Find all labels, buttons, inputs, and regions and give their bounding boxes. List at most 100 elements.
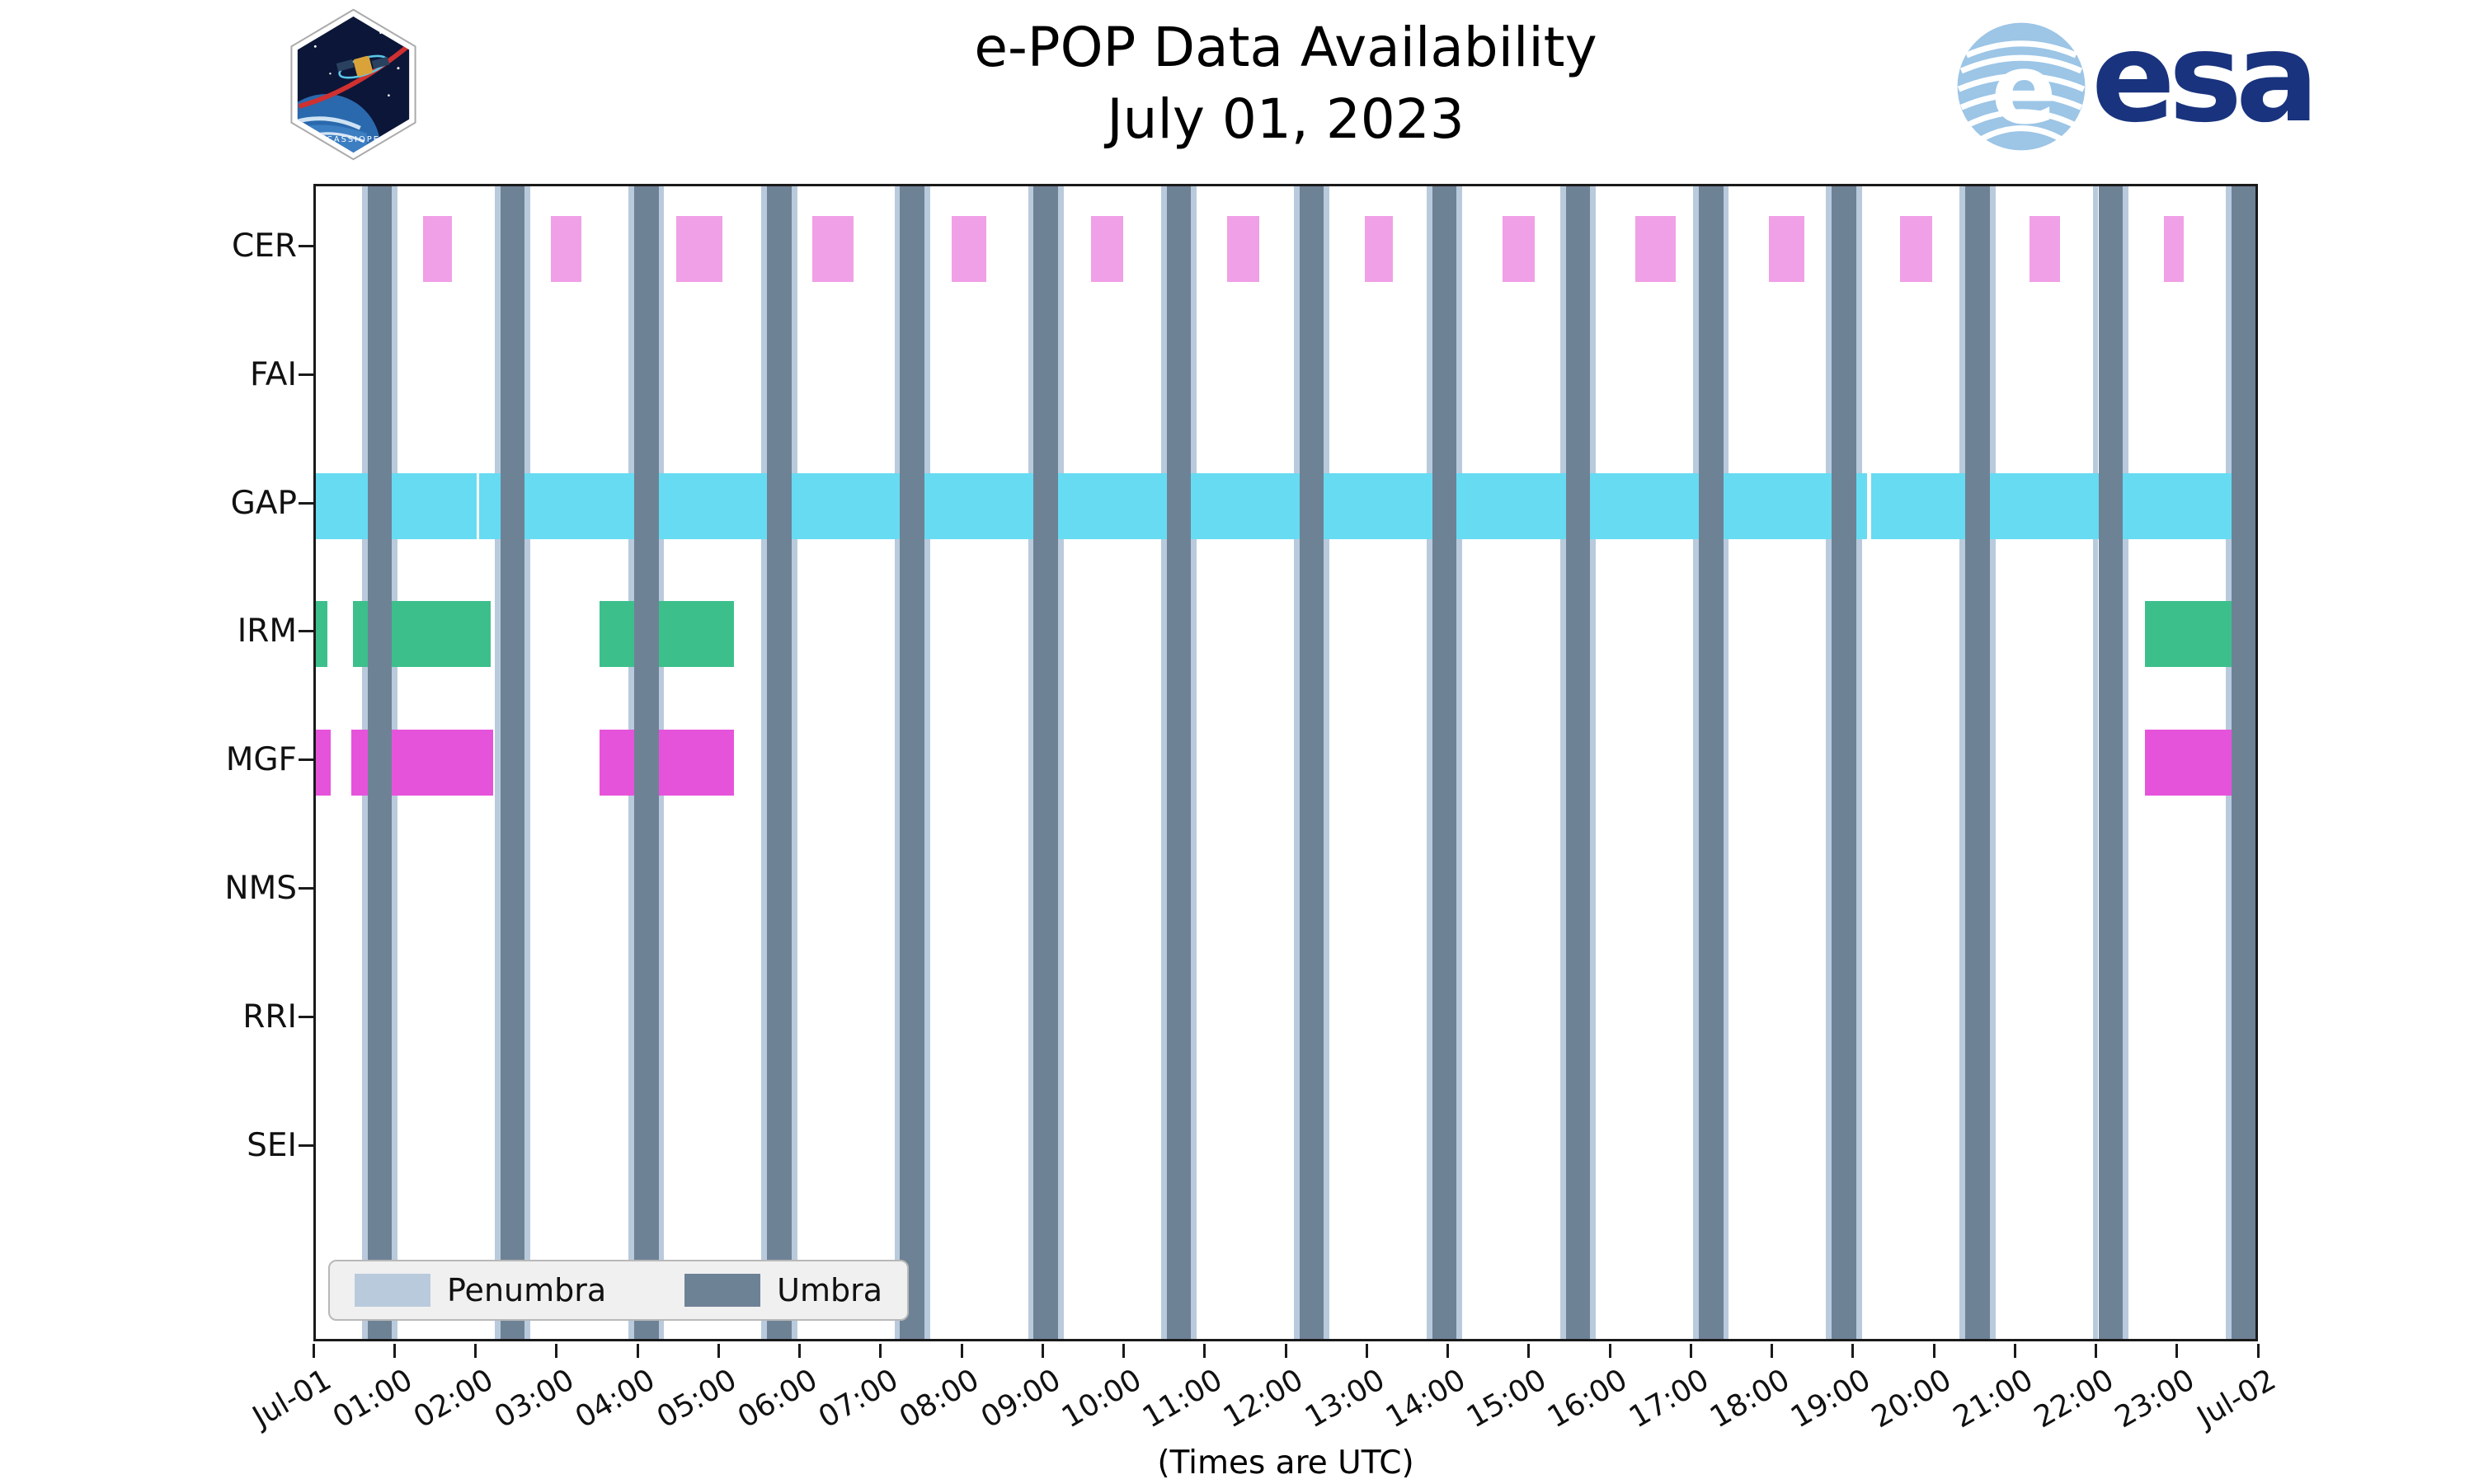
x-axis-tick-label-text: 11:00 xyxy=(1136,1363,1229,1435)
penumbra-span xyxy=(1560,186,1566,1339)
esa-logo: e esa xyxy=(1956,6,2319,152)
data-bar-mgf xyxy=(599,730,734,796)
x-axis-tick-label-text: 15:00 xyxy=(1460,1363,1553,1435)
x-axis-tick xyxy=(2013,1344,2016,1358)
umbra-span xyxy=(1699,186,1724,1339)
x-axis-tick-label-text: 08:00 xyxy=(894,1363,985,1435)
penumbra-span xyxy=(1191,186,1197,1339)
plot-area xyxy=(313,184,2258,1341)
esa-wordmark: esa xyxy=(2091,6,2319,150)
esa-globe-icon: e xyxy=(1957,22,2086,151)
umbra-span xyxy=(1033,186,1058,1339)
x-axis-tick-label-text: 09:00 xyxy=(975,1363,1066,1435)
penumbra-span xyxy=(2122,186,2128,1339)
y-axis-label-sei: SEI xyxy=(247,1126,297,1164)
penumbra-span xyxy=(1590,186,1597,1339)
x-axis-tick xyxy=(312,1344,315,1358)
x-axis-tick xyxy=(1203,1344,1206,1358)
x-axis-tick xyxy=(1932,1344,1935,1358)
legend: Penumbra Umbra xyxy=(328,1260,910,1321)
x-axis-tick xyxy=(1851,1344,1855,1358)
x-axis-tick xyxy=(2256,1344,2260,1358)
penumbra-span xyxy=(924,186,930,1339)
penumbra-span xyxy=(791,186,797,1339)
x-axis-tick-label-text: 14:00 xyxy=(1380,1363,1471,1435)
chart-subtitle: July 01, 2023 xyxy=(1107,87,1465,152)
umbra-span xyxy=(501,186,525,1339)
umbra-span xyxy=(1565,186,1591,1339)
x-axis-tick xyxy=(555,1344,558,1358)
x-axis-tick xyxy=(717,1344,720,1358)
x-axis-tick-label-text: 13:00 xyxy=(1299,1363,1390,1435)
umbra-span xyxy=(1166,186,1192,1339)
x-axis-tick xyxy=(1771,1344,1773,1358)
umbra-span xyxy=(1432,186,1457,1339)
cassiope-mission-patch: CASSIOPE xyxy=(290,8,416,161)
x-axis-tick-label-text: 16:00 xyxy=(1542,1363,1634,1435)
x-axis-tick-label-text: 12:00 xyxy=(1218,1363,1310,1435)
x-axis-tick-label-text: 07:00 xyxy=(812,1363,905,1435)
umbra-span xyxy=(2098,186,2123,1339)
x-axis-tick xyxy=(393,1344,396,1358)
penumbra-span xyxy=(1989,186,1996,1339)
umbra-label: Umbra xyxy=(777,1272,883,1308)
x-axis-tick-label-text: 10:00 xyxy=(1056,1363,1147,1435)
x-axis-tick-label-text: Jul-02 xyxy=(2191,1363,2282,1435)
penumbra-label: Penumbra xyxy=(447,1272,607,1308)
x-axis-tick-label-text: 01:00 xyxy=(327,1363,418,1435)
chart-title: e-POP Data Availability xyxy=(974,16,1597,79)
x-axis-tick xyxy=(636,1344,639,1358)
x-axis-tick-label-text: 23:00 xyxy=(2109,1363,2201,1435)
penumbra-swatch xyxy=(355,1274,430,1307)
umbra-span xyxy=(767,186,792,1339)
x-axis-tick xyxy=(1365,1344,1368,1358)
x-axis-tick-label-text: 20:00 xyxy=(1866,1363,1958,1435)
data-bar-cer xyxy=(1635,216,1676,282)
data-bar-gap xyxy=(316,472,477,539)
penumbra-span xyxy=(1160,186,1167,1339)
x-axis-tick xyxy=(2095,1344,2097,1358)
y-axis-tick xyxy=(299,630,313,633)
y-axis-tick xyxy=(299,887,313,890)
data-bar-cer xyxy=(1899,216,1933,282)
esa-globe-letter: e xyxy=(1992,33,2057,146)
umbra-span xyxy=(1832,186,1856,1339)
satellite-body xyxy=(353,55,374,77)
penumbra-span xyxy=(1826,186,1832,1339)
data-bar-cer xyxy=(1227,216,1259,282)
umbra-span xyxy=(367,186,393,1339)
x-axis-tick xyxy=(798,1344,801,1358)
y-axis-label-irm: IRM xyxy=(237,613,297,650)
satellite-panel-right xyxy=(371,56,390,69)
orbit-swoosh xyxy=(298,45,410,109)
umbra-span xyxy=(1299,186,1324,1339)
x-axis-tick xyxy=(1041,1344,1044,1358)
data-bar-cer xyxy=(812,216,854,282)
x-axis-tick-label-text: Jul-01 xyxy=(247,1363,337,1435)
data-bar-cer xyxy=(952,216,987,282)
data-bar-mgf xyxy=(316,730,331,796)
umbra-swatch xyxy=(684,1274,761,1307)
y-axis-tick xyxy=(299,1144,313,1147)
y-axis-tick xyxy=(299,758,313,762)
x-axis-tick xyxy=(2175,1344,2179,1358)
penumbra-span xyxy=(1856,186,1862,1339)
penumbra-span xyxy=(495,186,501,1339)
x-axis-tick-label-text: 03:00 xyxy=(488,1363,581,1435)
x-axis-tick-label-text: 22:00 xyxy=(2028,1363,2119,1435)
x-axis-title: (Times are UTC) xyxy=(1157,1444,1414,1482)
penumbra-span xyxy=(1427,186,1432,1339)
satellite-panel-left xyxy=(336,59,355,72)
x-axis-tick-label-text: 06:00 xyxy=(731,1363,823,1435)
x-axis-tick-label-text: 02:00 xyxy=(407,1363,499,1435)
penumbra-span xyxy=(1057,186,1064,1339)
x-axis-tick-label-text: 21:00 xyxy=(1947,1363,2039,1435)
data-bar-cer xyxy=(1365,216,1393,282)
y-axis-tick xyxy=(299,245,313,247)
umbra-span xyxy=(634,186,659,1339)
data-bar-irm xyxy=(316,601,327,668)
y-axis-label-gap: GAP xyxy=(230,484,297,522)
data-bar-irm xyxy=(599,601,734,668)
x-axis-tick xyxy=(1122,1344,1125,1358)
